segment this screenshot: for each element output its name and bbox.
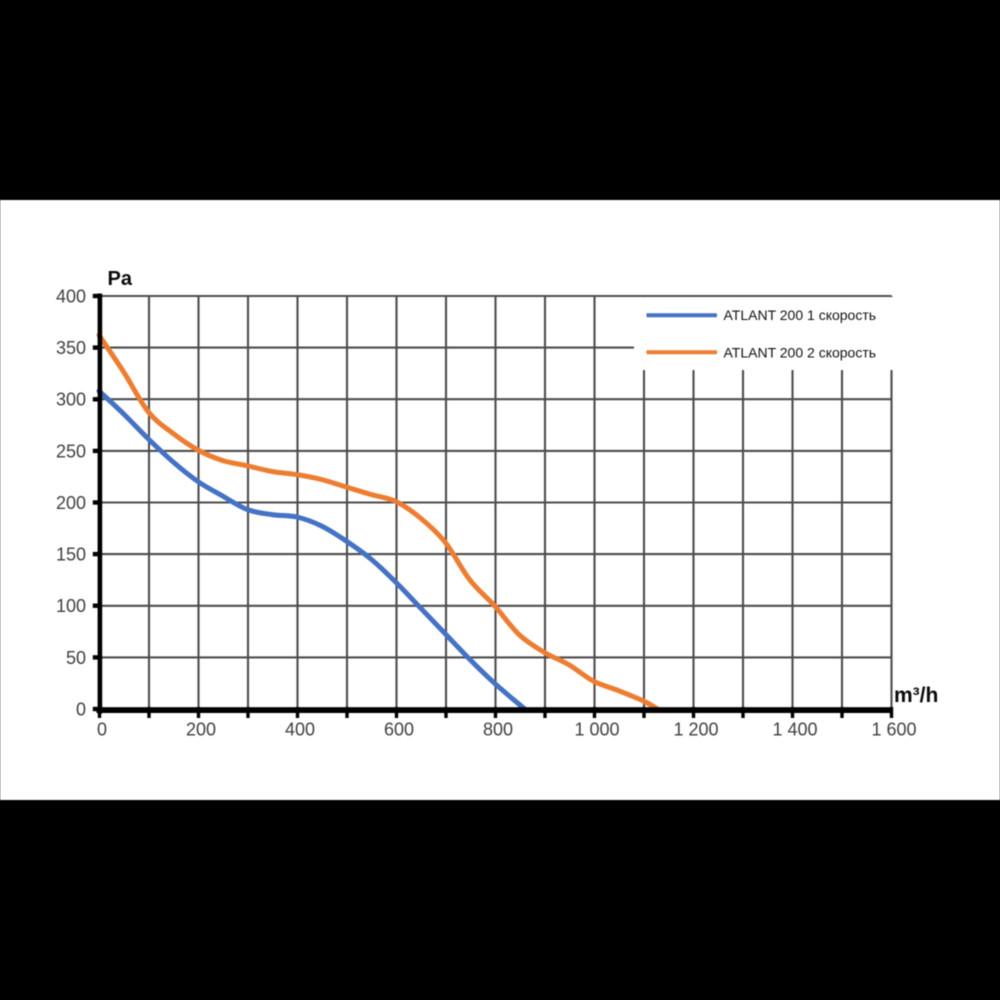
- svg-text:ATLANT 200 2 скорость: ATLANT 200 2 скорость: [724, 344, 877, 360]
- svg-text:150: 150: [56, 545, 86, 565]
- svg-text:800: 800: [483, 720, 513, 740]
- svg-text:m³/h: m³/h: [894, 684, 938, 707]
- svg-text:ATLANT 200 1 скорость: ATLANT 200 1 скорость: [724, 307, 877, 323]
- svg-text:1 600: 1 600: [871, 720, 916, 740]
- svg-text:600: 600: [384, 720, 414, 740]
- svg-text:1 200: 1 200: [673, 720, 718, 740]
- svg-text:400: 400: [285, 720, 315, 740]
- svg-text:50: 50: [66, 648, 86, 668]
- svg-text:100: 100: [56, 596, 86, 616]
- svg-text:250: 250: [56, 441, 86, 461]
- svg-text:200: 200: [56, 493, 86, 513]
- svg-text:0: 0: [76, 699, 86, 719]
- svg-text:300: 300: [56, 390, 86, 410]
- svg-text:350: 350: [56, 338, 86, 358]
- svg-text:Pa: Pa: [108, 268, 133, 290]
- svg-text:400: 400: [56, 286, 86, 306]
- svg-text:200: 200: [186, 720, 216, 740]
- svg-text:0: 0: [97, 720, 107, 740]
- svg-text:1 400: 1 400: [772, 720, 817, 740]
- svg-text:1 000: 1 000: [574, 720, 619, 740]
